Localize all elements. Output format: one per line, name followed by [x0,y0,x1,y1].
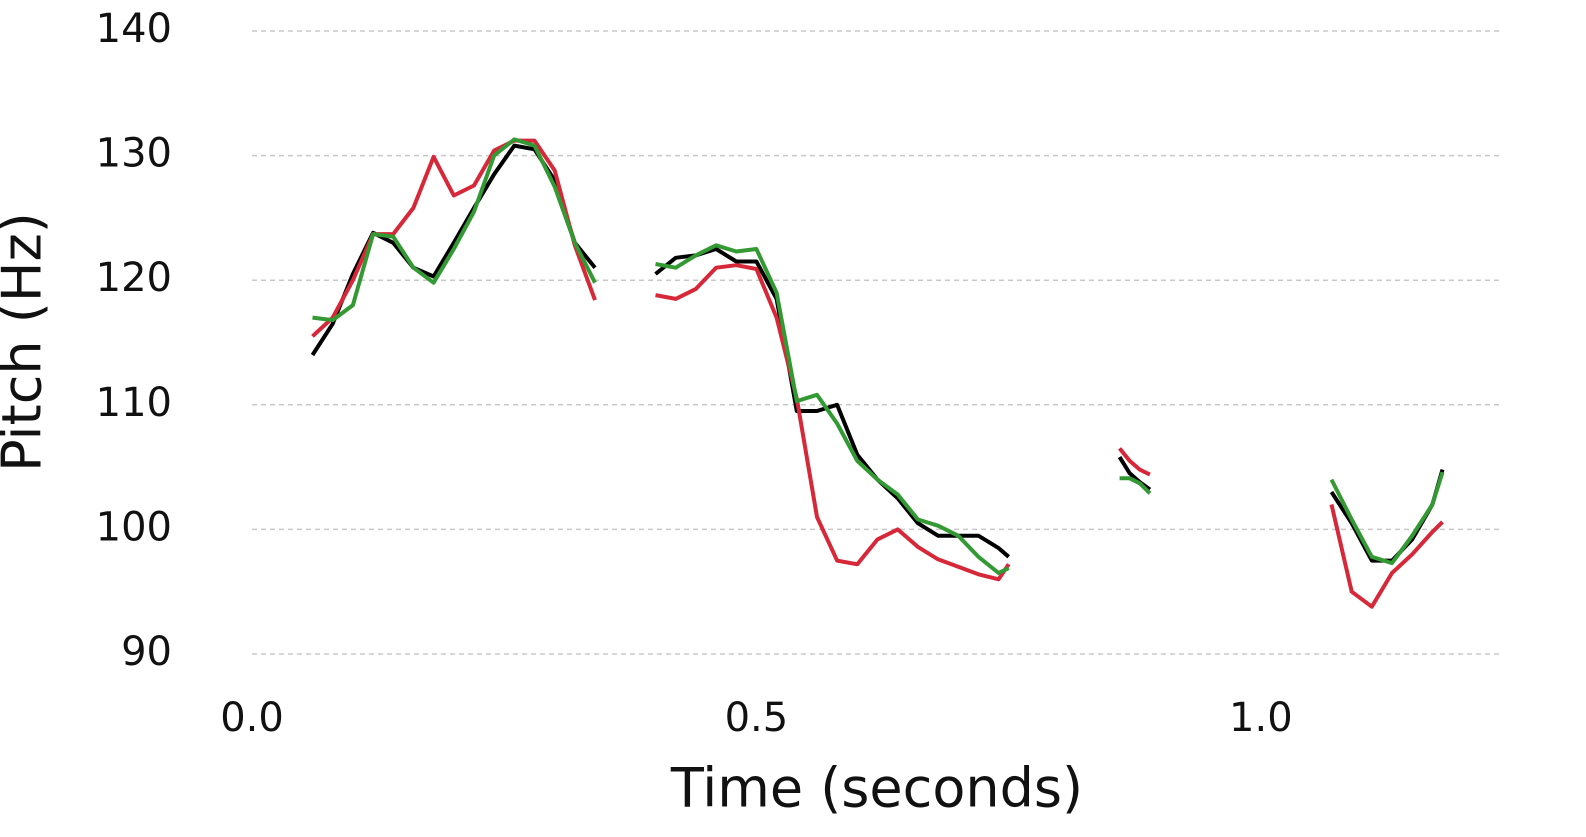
y-tick-label: 90 [121,629,172,675]
x-axis-label: Time (seconds) [670,757,1083,820]
x-tick-label: 1.0 [1229,695,1293,741]
y-axis-label: Pitch (Hz) [0,212,54,472]
series-line [311,138,1444,609]
series-line [310,143,1445,563]
y-tick-label: 110 [96,380,172,426]
y-tick-label: 130 [96,131,172,177]
series-line [312,137,1445,575]
y-tick-label: 140 [96,6,172,52]
y-tick-label: 100 [96,504,172,550]
x-tick-label: 0.0 [220,695,284,741]
y-tick-label: 120 [96,255,172,301]
x-tick-label: 0.5 [725,695,789,741]
